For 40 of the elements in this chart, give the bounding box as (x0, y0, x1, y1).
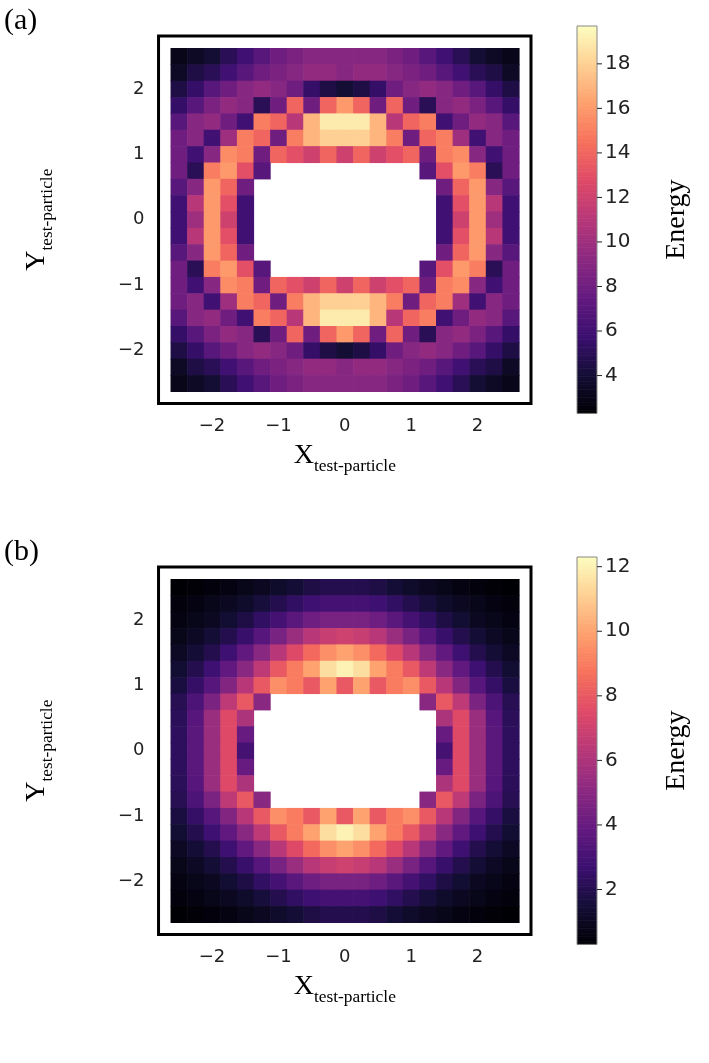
x-tick-label: 1 (405, 944, 417, 966)
y-tick-label: −1 (117, 803, 145, 825)
color-bar-label: 8 (605, 682, 618, 707)
color-bar-label: 6 (605, 746, 618, 771)
x-tick-label: 1 (405, 413, 417, 435)
color-bar-label: 14 (605, 139, 631, 164)
y-tick-label: −1 (117, 272, 145, 294)
x-tick-label: 0 (339, 944, 351, 966)
color-bar-label: 4 (605, 811, 618, 836)
y-tick-label: −2 (117, 869, 145, 891)
y-tick-label: 2 (133, 607, 145, 629)
y-tick-label: −2 (117, 338, 145, 360)
y-axis-title: Ytest-particle (19, 699, 56, 802)
x-tick-label: −1 (265, 413, 292, 435)
x-tick-label: −2 (198, 413, 226, 435)
color-bar-title: Energy (659, 179, 691, 260)
y-tick-label: 1 (133, 141, 145, 163)
color-bar-label: 4 (605, 361, 618, 386)
y-tick-label: 0 (133, 738, 145, 760)
color-bar-label: 6 (605, 317, 618, 342)
x-tick-label: 2 (471, 413, 484, 435)
chart-title: (b) (4, 532, 39, 567)
color-bar-label: 10 (605, 228, 631, 253)
color-bar-label: 16 (605, 94, 631, 119)
x-tick-label: 0 (339, 413, 351, 435)
chart-title: (a) (4, 1, 38, 36)
y-axis-title: Ytest-particle (19, 168, 56, 271)
y-tick-label: 1 (133, 672, 145, 694)
color-bar-label: 2 (605, 875, 618, 900)
y-tick-label: 2 (133, 76, 145, 98)
x-tick-label: −1 (265, 944, 292, 966)
color-bar-label: 8 (605, 272, 618, 297)
color-bar-label: 10 (605, 617, 631, 642)
color-bar-label: 12 (605, 183, 631, 208)
y-tick-label: 0 (133, 207, 145, 229)
x-tick-label: 2 (471, 944, 484, 966)
x-tick-label: −2 (198, 944, 226, 966)
color-bar-label: 12 (605, 552, 631, 577)
color-bar-label: 18 (605, 50, 631, 75)
color-bar-title: Energy (659, 710, 691, 791)
